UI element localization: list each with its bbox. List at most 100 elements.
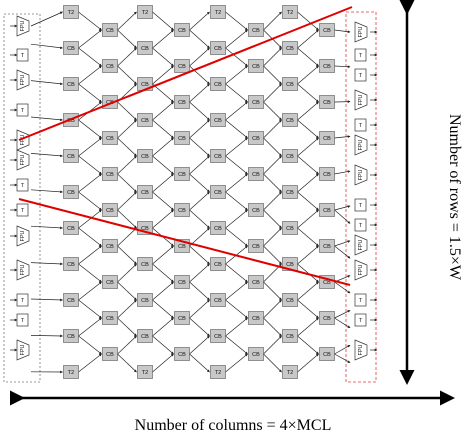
crossbar-block: CB [137, 293, 153, 307]
t-unit-box [16, 48, 29, 62]
crossbar-block-box [102, 203, 118, 217]
connection-arrow [189, 191, 210, 211]
crossbar-block: CB [63, 221, 79, 235]
crossbar-block-box [63, 41, 79, 55]
fpu-unit-label: FPU [358, 169, 364, 180]
crossbar-block-box [282, 221, 298, 235]
io-out-arrow [334, 344, 351, 355]
crossbar-block-box [282, 185, 298, 199]
connection-arrow [117, 119, 137, 139]
crossbar-block-box [63, 77, 79, 91]
t2-block: T2 [282, 5, 298, 19]
crossbar-block-label: CB [323, 208, 331, 214]
crossbar-block-label: CB [286, 190, 294, 196]
crossbar-block-label: CB [178, 136, 186, 142]
connection-arrow [152, 137, 174, 157]
connection-arrow [263, 335, 282, 355]
connection-arrow [117, 173, 137, 193]
connection-arrow [263, 227, 282, 247]
crossbar-block-box [248, 23, 264, 37]
crossbar-block-box [282, 329, 298, 343]
t-unit-box [16, 103, 29, 117]
crossbar-block-box [319, 59, 335, 73]
crossbar-block: CB [319, 167, 335, 181]
connection-arrow [152, 281, 174, 301]
connection-arrow [225, 335, 248, 355]
connection-arrow [297, 353, 319, 373]
fpu-unit-shape [16, 69, 30, 91]
crossbar-block-label: CB [106, 316, 114, 322]
crossbar-block-label: CB [214, 298, 222, 304]
fpu-unit-shape [354, 89, 368, 111]
connection-arrow [225, 209, 248, 229]
t2-block: T2 [137, 5, 153, 19]
crossbar-block: CB [102, 59, 118, 73]
connection-arrow [189, 137, 210, 157]
crossbar-block-box [102, 59, 118, 73]
crossbar-block: CB [63, 149, 79, 163]
connection-arrow [189, 281, 210, 301]
connection-arrow [117, 227, 137, 247]
connection-arrow [297, 155, 319, 175]
crossbar-block-label: CB [252, 136, 260, 142]
connection-arrow [117, 101, 137, 121]
t-unit-label: T [359, 318, 363, 324]
connection-arrow [189, 11, 210, 31]
t-unit-box [354, 48, 367, 62]
t2-block-label: T2 [68, 10, 74, 16]
io-out-arrow [334, 29, 351, 34]
crossbar-block-box [210, 185, 226, 199]
crossbar-block-box [319, 347, 335, 361]
crossbar-block: CB [63, 329, 79, 343]
crossbar-block-label: CB [252, 244, 260, 250]
crossbar-block: CB [102, 23, 118, 37]
t2-block-label: T2 [142, 10, 148, 16]
t-unit-label: T [359, 123, 363, 129]
crossbar-block: CB [319, 59, 335, 73]
right-io-column-box [345, 11, 377, 383]
crossbar-block-label: CB [286, 154, 294, 160]
io-in-arrow [30, 225, 63, 230]
crossbar-block: CB [174, 347, 190, 361]
crossbar-block-label: CB [178, 352, 186, 358]
crossbar-block: CB [174, 131, 190, 145]
crossbar-block-box [210, 221, 226, 235]
fpu-unit: FPU [10, 339, 30, 361]
connection-arrow [189, 299, 210, 319]
crossbar-block-label: CB [106, 64, 114, 70]
connection-arrow [297, 11, 319, 31]
fpu-unit: FPU [10, 149, 30, 171]
t-unit-label: T [21, 298, 25, 304]
connection-arrow [225, 299, 248, 319]
connection-arrow [117, 245, 137, 265]
crossbar-block: CB [137, 41, 153, 55]
t-unit: T [354, 313, 378, 327]
t2-block: T2 [210, 365, 226, 379]
connection-arrow [263, 317, 282, 337]
crossbar-block-label: CB [214, 46, 222, 52]
fpu-unit-label: FPU [20, 344, 26, 355]
io-in-arrow [30, 298, 63, 302]
fpu-unit: FPU [354, 134, 378, 156]
crossbar-block-box [63, 329, 79, 343]
crossbar-block: CB [282, 293, 298, 307]
fpu-unit: FPU [354, 339, 378, 361]
fpu-unit-shape [16, 259, 30, 281]
connection-arrow [263, 137, 282, 157]
crossbar-block-label: CB [252, 352, 260, 358]
crossbar-block-box [102, 347, 118, 361]
crossbar-block-box [248, 311, 264, 325]
io-in-arrow [30, 262, 63, 266]
crossbar-block-box [282, 257, 298, 271]
connection-arrow [189, 317, 210, 337]
crossbar-block-box [174, 347, 190, 361]
io-out-arrow [334, 281, 351, 294]
crossbar-block-box [63, 257, 79, 271]
crossbar-block: CB [102, 131, 118, 145]
connection-arrow [263, 11, 282, 31]
crossbar-block-label: CB [323, 352, 331, 358]
crossbar-block-label: CB [106, 244, 114, 250]
connection-arrow [117, 353, 137, 373]
connection-arrow [78, 47, 102, 67]
connection-arrow [263, 83, 282, 103]
